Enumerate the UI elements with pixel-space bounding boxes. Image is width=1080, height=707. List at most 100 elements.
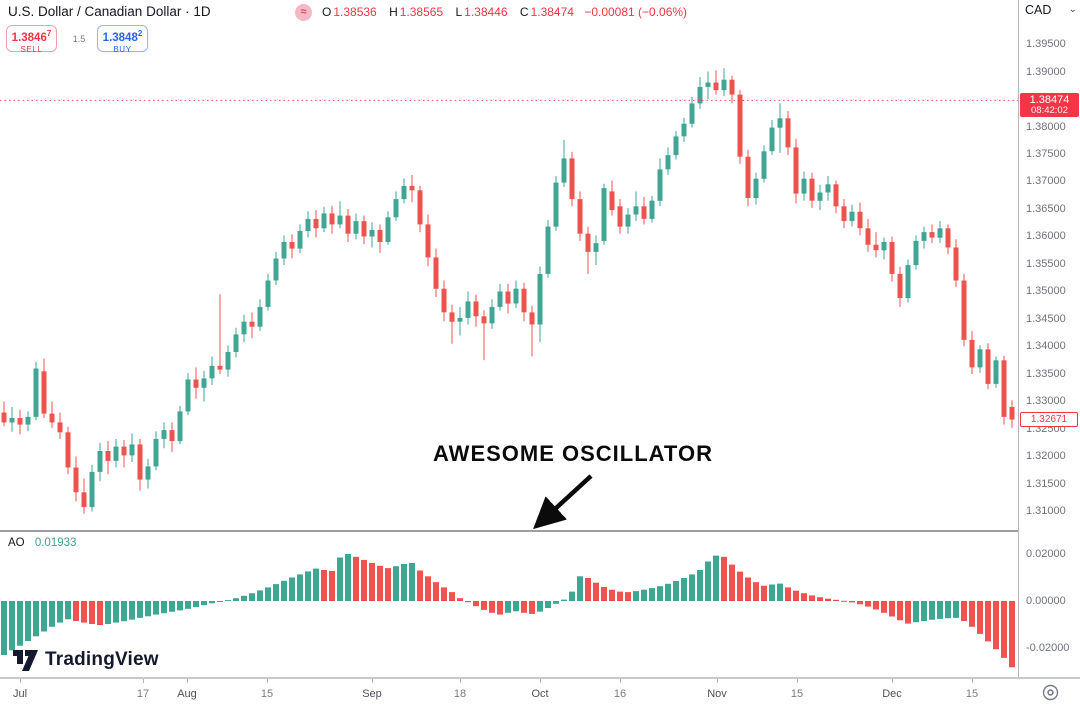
ao-bar (1001, 601, 1007, 658)
price-tick: 1.39000 (1026, 66, 1066, 78)
ao-bar (585, 578, 591, 601)
ao-bar (113, 601, 119, 623)
ao-bar (793, 590, 799, 601)
candle-body (65, 432, 71, 468)
ao-bar (193, 601, 199, 608)
candle-body (9, 418, 15, 423)
ao-bar (169, 601, 175, 612)
ao-bar (945, 601, 951, 619)
ao-bar (465, 601, 471, 603)
candle-body (625, 214, 631, 227)
ao-bar (73, 601, 79, 621)
candle-body (257, 306, 263, 327)
ao-bar (377, 565, 383, 602)
ao-bar (441, 587, 447, 601)
ao-bar (273, 584, 279, 601)
ao-bar (649, 588, 655, 601)
ao-bar (329, 570, 335, 601)
candle-body (137, 444, 143, 480)
candle-body (489, 306, 495, 324)
ao-bar (129, 601, 135, 620)
buy-label: BUY (113, 44, 132, 54)
ao-bar (737, 571, 743, 601)
candle-body (97, 451, 103, 472)
candle-body (393, 199, 399, 218)
ao-bar (345, 554, 351, 601)
indicator-header[interactable]: AO 0.01933 (8, 537, 76, 549)
ao-bar (833, 599, 839, 601)
time-tick-label: Sep (362, 688, 382, 700)
time-tick-mark (892, 679, 893, 683)
time-tick-mark (797, 679, 798, 683)
time-tick-label: Dec (882, 688, 902, 700)
market-status-icon[interactable]: ≈ (295, 4, 312, 21)
candle-body (985, 349, 991, 384)
price-axis[interactable]: CAD ⌄ 1.39500 1.39000 1.38000 1.37500 1.3700… (1018, 0, 1080, 707)
ao-bar (889, 601, 895, 617)
ao-bar (65, 601, 71, 620)
ao-bar (433, 582, 439, 601)
ao-bar (617, 591, 623, 601)
ao-bar (497, 601, 503, 615)
ao-bar (881, 601, 887, 613)
candle-body (1, 412, 7, 423)
time-tick-mark (540, 679, 541, 683)
candle-body (377, 229, 383, 242)
candle-body (865, 228, 871, 245)
ao-bar (361, 559, 367, 601)
ao-bar (809, 595, 815, 601)
ao-bar (49, 601, 55, 627)
candle-body (617, 206, 623, 227)
price-tick: 1.34500 (1026, 313, 1066, 325)
ao-bar (865, 601, 871, 607)
candle-body (961, 280, 967, 340)
price-tick: 1.31000 (1026, 505, 1066, 517)
time-tick-label: 17 (136, 688, 150, 700)
ao-bar (729, 564, 735, 601)
ao-bar (985, 601, 991, 642)
sell-button[interactable]: 1.38467 SELL (6, 25, 57, 54)
time-tick-mark (460, 679, 461, 683)
price-tick: 1.38000 (1026, 121, 1066, 133)
currency-dropdown[interactable]: CAD ⌄ (1025, 3, 1077, 17)
candle-body (945, 228, 951, 248)
candle-body (1001, 360, 1007, 417)
candle-body (473, 301, 479, 317)
candle-body (153, 438, 159, 467)
ao-bar (545, 601, 551, 608)
candle-body (49, 413, 55, 423)
pane-separator[interactable] (0, 530, 1018, 532)
ao-bar (369, 562, 375, 601)
ao-bar (825, 598, 831, 601)
candle-body (25, 416, 31, 425)
candle-body (793, 147, 799, 194)
candle-body (185, 379, 191, 412)
awesome-oscillator-histogram[interactable] (0, 532, 1018, 677)
ao-bar (761, 585, 767, 601)
ao-bar (41, 601, 47, 632)
candle-body (345, 215, 351, 234)
session-low-price-tag: 1.32671 (1020, 412, 1078, 427)
candle-body (521, 288, 527, 313)
symbol-title[interactable]: U.S. Dollar / Canadian Dollar · 1D (8, 4, 211, 19)
candlestick-chart[interactable] (0, 0, 1018, 530)
candle-body (321, 213, 327, 229)
ao-bar (289, 577, 295, 601)
axis-settings-icon[interactable] (1042, 684, 1059, 701)
candle-body (929, 232, 935, 238)
time-axis[interactable]: Jul 17 Aug 15 Sep 18 Oct 16 Nov 15 Dec 15 (0, 677, 1080, 707)
spread-value: 1.5 (72, 34, 86, 44)
candle-body (425, 224, 431, 258)
ao-bar (521, 601, 527, 613)
candle-body (849, 211, 855, 222)
ao-bar (121, 601, 127, 622)
ao-bar (1009, 601, 1015, 668)
buy-button[interactable]: 1.38482 BUY (97, 25, 148, 54)
ao-bar (681, 578, 687, 601)
candle-body (265, 280, 271, 307)
candle-body (369, 229, 375, 237)
ao-bar (633, 591, 639, 601)
ao-bar (385, 568, 391, 601)
candle-body (73, 467, 79, 493)
